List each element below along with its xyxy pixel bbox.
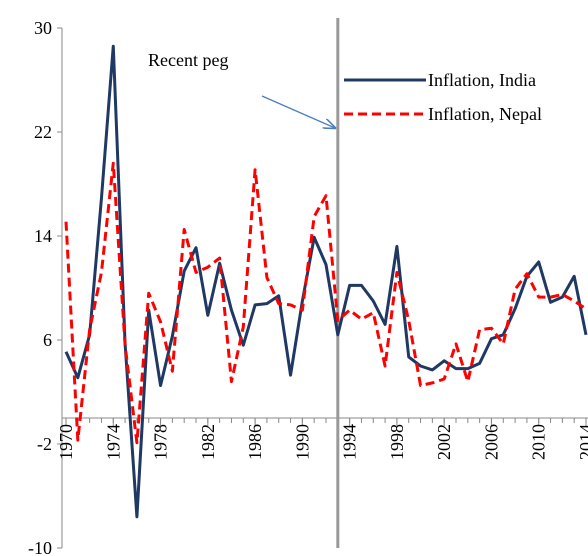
y-tick-label: 6: [43, 330, 52, 350]
x-tick-label: 2006: [481, 424, 501, 460]
x-tick-label: 1994: [340, 424, 360, 460]
y-tick-label: 14: [34, 226, 52, 246]
x-tick-label: 1982: [198, 424, 218, 460]
x-tick-label: 2014: [576, 424, 588, 460]
y-tick-label: -10: [28, 538, 52, 556]
series-line: [64, 44, 588, 519]
y-tick-label: 22: [34, 122, 52, 142]
y-tick-label: 30: [34, 18, 52, 38]
legend-label: Inflation, India: [428, 70, 536, 90]
x-tick-label: 1990: [292, 424, 312, 460]
legend-label: Inflation, Nepal: [428, 104, 542, 124]
series-line: [64, 161, 587, 445]
y-tick-label: -2: [37, 434, 52, 454]
x-tick-label: 2002: [434, 424, 454, 460]
x-tick-label: 2010: [529, 424, 549, 460]
x-tick-label: 1986: [245, 424, 265, 460]
x-tick-label: 1978: [151, 424, 171, 460]
annotation-arrow: [261, 95, 335, 128]
annotation: Recent peg: [148, 50, 228, 70]
x-tick-label: 1974: [103, 424, 123, 460]
legend-bg: [340, 100, 588, 128]
x-tick-label: 1998: [387, 424, 407, 460]
x-tick-label: 1970: [56, 424, 76, 460]
